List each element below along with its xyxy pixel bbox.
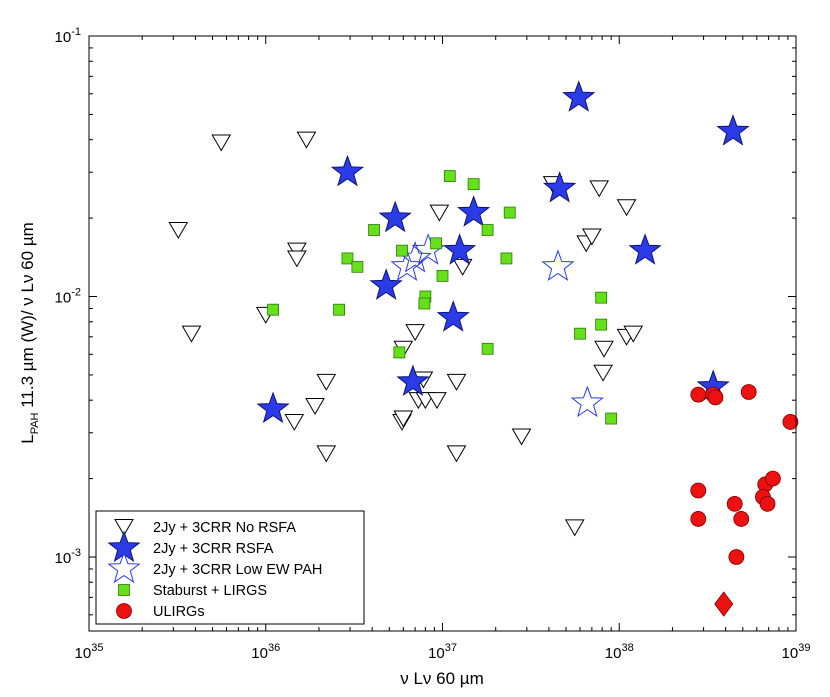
- point-starburst-lirgs-3: [503, 206, 516, 219]
- point-rsfa-11: [396, 364, 430, 397]
- point-low-ew-pah-1: [390, 249, 424, 281]
- point-starburst-lirgs-5: [481, 224, 494, 236]
- point-starburst-lirgs-1: [443, 170, 456, 182]
- point-starburst-lirgs-20: [595, 318, 608, 331]
- point-starburst-lirgs-9: [430, 237, 442, 250]
- point-no-rsfa-21: [446, 373, 467, 391]
- point-ulirgs-14: [728, 549, 745, 565]
- point-starburst-lirgs-7: [351, 260, 364, 273]
- point-no-rsfa-3: [168, 222, 189, 240]
- point-no-rsfa-31: [616, 199, 637, 217]
- point-rsfa-6: [543, 170, 577, 203]
- data-points: [168, 80, 799, 617]
- point-ulirgs-13: [764, 470, 781, 487]
- point-no-rsfa-1: [211, 134, 232, 152]
- point-starburst-lirgs-13: [333, 303, 345, 316]
- x-tick-label: 1038: [605, 642, 634, 662]
- legend-marker-low-ew-pah: [107, 551, 141, 584]
- point-no-rsfa-19: [427, 392, 447, 410]
- point-no-rsfa-34: [564, 519, 585, 537]
- point-rsfa-5: [457, 195, 491, 227]
- point-ulirgs-12: [759, 495, 776, 512]
- legend-marker-no-rsfa: [114, 519, 134, 536]
- tick-labels: 1035 1036 1037 1038 1039 10-3 10-2 10-1: [55, 26, 811, 662]
- point-ulirgs-7: [690, 511, 707, 527]
- point-starburst-lirgs-16: [393, 346, 406, 359]
- point-rsfa-3: [330, 154, 365, 187]
- point-starburst-lirgs-17: [481, 342, 494, 355]
- point-rsfa-12: [256, 391, 290, 424]
- legend-label-ulirgs: ULIRGs: [153, 604, 205, 620]
- point-no-rsfa-27: [582, 228, 602, 246]
- point-no-rsfa-29: [594, 340, 614, 358]
- point-no-rsfa-13: [405, 324, 425, 342]
- legend: 2Jy + 3CRR No RSFA 2Jy + 3CRR RSFA 2Jy +…: [95, 510, 365, 625]
- point-ulirgs-8: [726, 495, 743, 512]
- point-starburst-lirgs-10: [436, 269, 449, 282]
- y-tick-label: 10-1: [55, 26, 81, 46]
- point-low-ew-pah-4: [541, 249, 575, 281]
- point-starburst-lirgs-4: [368, 224, 380, 236]
- point-starburst-lirgs-6: [341, 252, 354, 265]
- point-ulirgs-6: [690, 482, 707, 499]
- point-rsfa-2: [716, 114, 750, 146]
- point-no-rsfa-20: [429, 204, 450, 222]
- point-starburst-lirgs-8: [396, 244, 408, 257]
- legend-marker-rsfa: [107, 530, 141, 563]
- point-no-rsfa-15: [393, 410, 414, 428]
- point-rsfa-10: [436, 300, 470, 332]
- point-ulirgs-9: [733, 511, 750, 527]
- legend-label-low-ew-pah: 2Jy + 3CRR Low EW PAH: [153, 562, 322, 578]
- point-rsfa-4: [378, 200, 412, 233]
- legend-marker-ulirgs: [116, 603, 132, 619]
- point-no-rsfa-33: [623, 325, 644, 343]
- legend-box: [95, 510, 365, 625]
- point-rsfa-7: [443, 233, 477, 265]
- y-tick-label: 10-2: [55, 287, 81, 307]
- point-starburst-lirgs-11: [500, 252, 513, 265]
- point-no-rsfa-6: [287, 250, 307, 268]
- legend-label-rsfa: 2Jy + 3CRR RSFA: [153, 541, 274, 557]
- point-starburst-lirgs-21: [605, 412, 618, 425]
- x-tick-label: 1035: [75, 642, 104, 662]
- x-axis-title: ν Lν 60 µm: [400, 669, 484, 688]
- legend-label-starburst-lirgs: Staburst + LIRGS: [153, 583, 267, 599]
- point-starburst-lirgs-12: [267, 303, 279, 316]
- point-no-rsfa-10: [284, 413, 305, 431]
- x-tick-label: 1037: [428, 642, 457, 662]
- point-starburst-lirgs-15: [418, 297, 431, 310]
- point-no-rsfa-2: [296, 131, 317, 149]
- point-ulirgs-diamond-1: [714, 591, 734, 617]
- legend-label-no-rsfa: 2Jy + 3CRR No RSFA: [153, 520, 296, 536]
- point-no-rsfa-30: [593, 364, 613, 382]
- axis-ticks: [88, 36, 796, 631]
- point-no-rsfa-25: [511, 428, 532, 446]
- point-low-ew-pah-5: [570, 385, 604, 418]
- legend-markers: [107, 519, 141, 619]
- point-rsfa-1: [562, 80, 596, 112]
- point-ulirgs-1: [690, 386, 707, 403]
- y-tick-label: 10-3: [55, 547, 81, 567]
- point-no-rsfa-28: [589, 180, 610, 198]
- point-no-rsfa-11: [316, 445, 337, 463]
- point-ulirgs-3: [707, 389, 724, 406]
- point-starburst-lirgs-19: [595, 291, 608, 304]
- point-no-rsfa-4: [181, 325, 202, 343]
- point-starburst-lirgs-2: [467, 178, 480, 191]
- point-ulirgs-5: [782, 414, 799, 430]
- y-axis-title: LPAH 11.3 µm (W)/ ν Lν 60 µm: [18, 222, 41, 444]
- x-tick-label: 1039: [782, 642, 811, 662]
- point-rsfa-8: [628, 233, 662, 265]
- point-ulirgs-4: [740, 384, 757, 400]
- point-no-rsfa-8: [316, 373, 337, 391]
- point-no-rsfa-9: [305, 397, 325, 415]
- point-rsfa-9: [369, 268, 403, 300]
- point-no-rsfa-22: [446, 445, 467, 463]
- legend-marker-starburst-lirgs: [118, 584, 130, 596]
- x-tick-label: 1036: [251, 642, 280, 662]
- point-starburst-lirgs-18: [574, 327, 586, 340]
